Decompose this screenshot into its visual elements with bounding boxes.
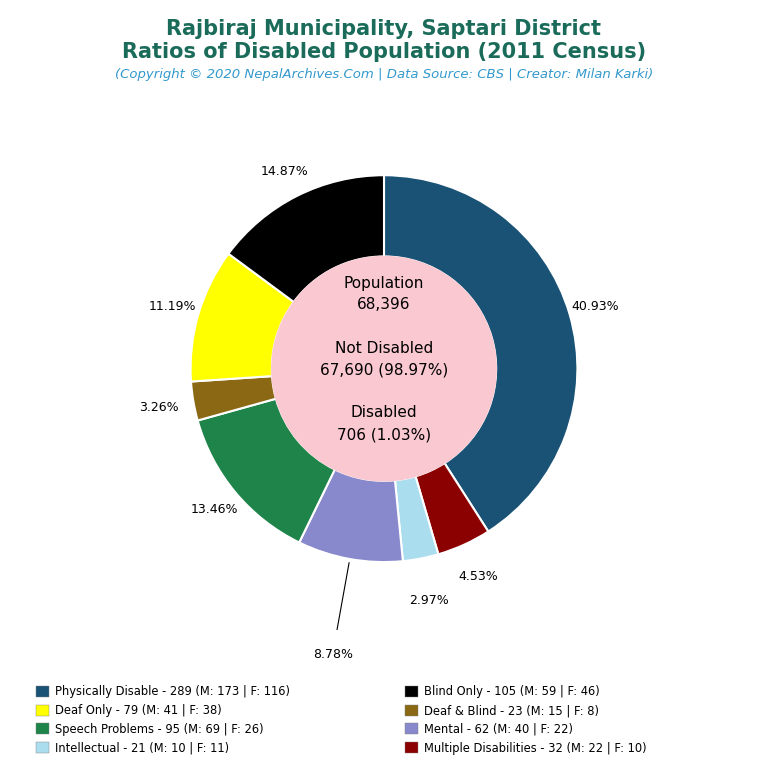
Text: 2.97%: 2.97% [409, 594, 449, 607]
Text: 13.46%: 13.46% [190, 503, 238, 516]
Text: 14.87%: 14.87% [261, 165, 309, 178]
Wedge shape [415, 463, 488, 554]
Text: (Copyright © 2020 NepalArchives.Com | Data Source: CBS | Creator: Milan Karki): (Copyright © 2020 NepalArchives.Com | Da… [115, 68, 653, 81]
Text: Ratios of Disabled Population (2011 Census): Ratios of Disabled Population (2011 Cens… [122, 42, 646, 62]
Circle shape [272, 257, 496, 481]
Legend: Physically Disable - 289 (M: 173 | F: 116), Deaf Only - 79 (M: 41 | F: 38), Spee: Physically Disable - 289 (M: 173 | F: 11… [37, 685, 290, 754]
Wedge shape [228, 175, 384, 302]
Legend: Blind Only - 105 (M: 59 | F: 46), Deaf & Blind - 23 (M: 15 | F: 8), Mental - 62 : Blind Only - 105 (M: 59 | F: 46), Deaf &… [406, 685, 646, 754]
Wedge shape [190, 253, 294, 382]
Text: Population
68,396

Not Disabled
67,690 (98.97%)

Disabled
706 (1.03%): Population 68,396 Not Disabled 67,690 (9… [320, 276, 448, 442]
Text: 3.26%: 3.26% [139, 401, 179, 413]
Text: 11.19%: 11.19% [149, 300, 196, 313]
Wedge shape [191, 376, 276, 421]
Wedge shape [384, 175, 578, 531]
Text: Rajbiraj Municipality, Saptari District: Rajbiraj Municipality, Saptari District [167, 19, 601, 39]
Wedge shape [395, 476, 439, 561]
Text: 40.93%: 40.93% [572, 300, 620, 313]
Text: 8.78%: 8.78% [313, 647, 353, 660]
Wedge shape [300, 469, 403, 562]
Wedge shape [197, 399, 335, 542]
Text: 4.53%: 4.53% [458, 570, 498, 583]
